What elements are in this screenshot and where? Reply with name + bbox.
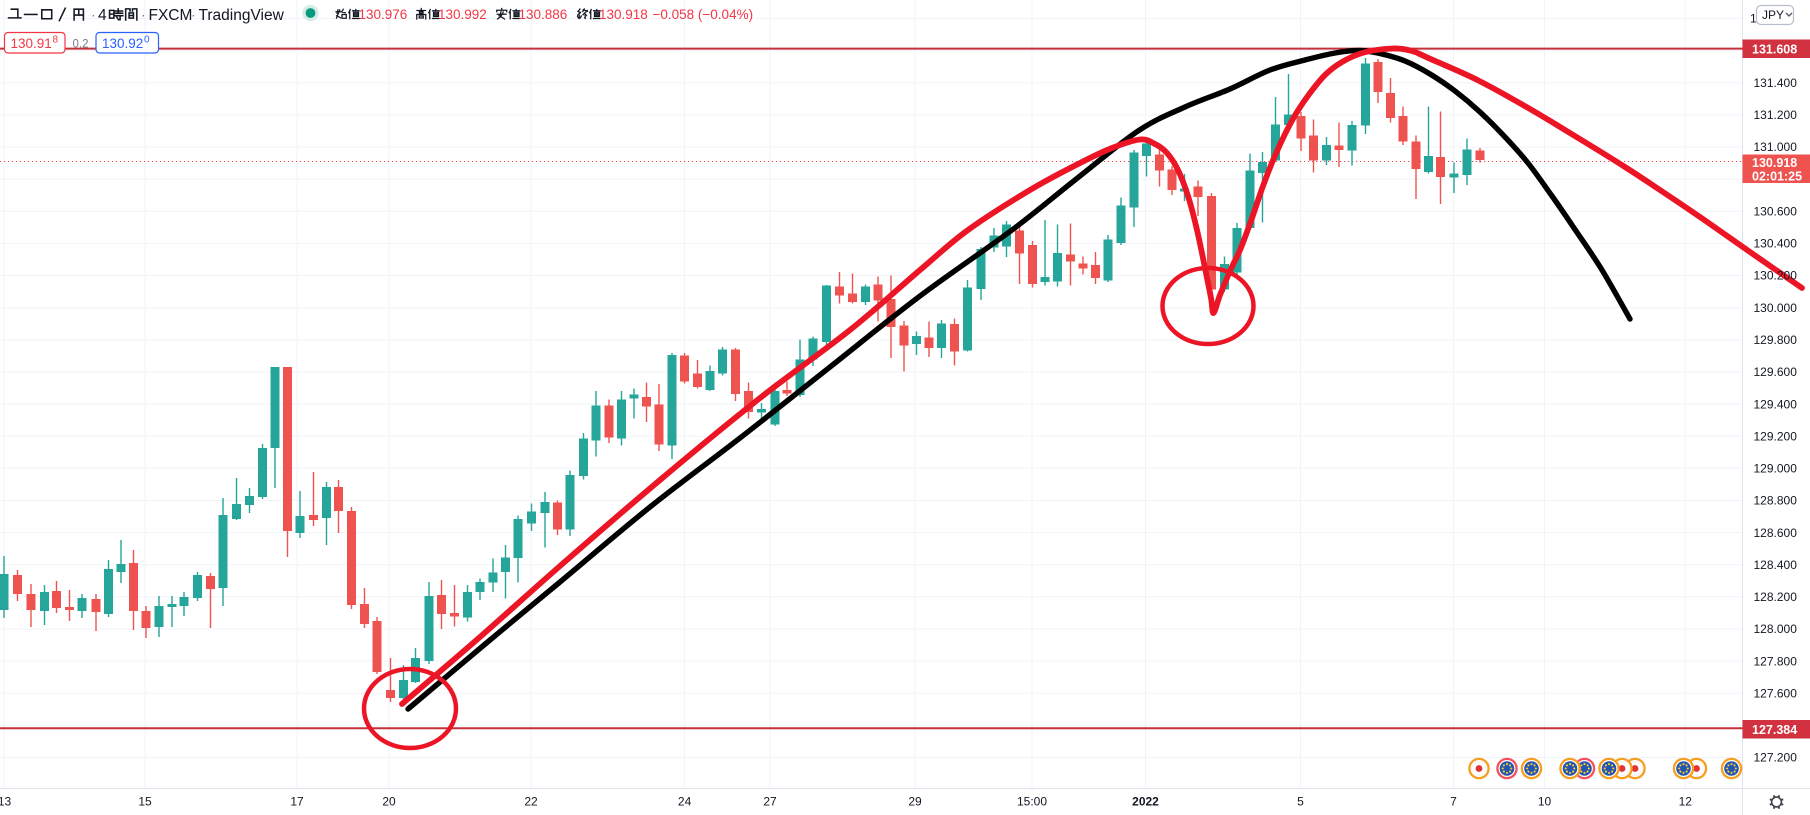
svg-text:129.000: 129.000 — [1754, 462, 1798, 476]
svg-text:·: · — [191, 7, 196, 23]
svg-text:12: 12 — [1679, 795, 1693, 809]
svg-text:8: 8 — [53, 35, 59, 46]
svg-text:130.992: 130.992 — [438, 7, 487, 22]
svg-text:1: 1 — [1750, 12, 1757, 26]
svg-text:13: 13 — [0, 795, 11, 809]
svg-text:27: 27 — [763, 795, 777, 809]
svg-text:130.200: 130.200 — [1754, 269, 1798, 283]
svg-text:130.000: 130.000 — [1754, 301, 1798, 315]
svg-text:10: 10 — [1538, 795, 1552, 809]
svg-text:5: 5 — [1297, 795, 1304, 809]
svg-text:130.92: 130.92 — [102, 36, 143, 51]
svg-text:JPY: JPY — [1762, 8, 1784, 22]
svg-text:20: 20 — [382, 795, 396, 809]
svg-text:2022: 2022 — [1132, 795, 1159, 809]
svg-text:24: 24 — [678, 795, 692, 809]
svg-text:131.200: 131.200 — [1754, 108, 1798, 122]
svg-text:15:00: 15:00 — [1017, 795, 1047, 809]
svg-text:130.976: 130.976 — [359, 7, 408, 22]
svg-text:·: · — [141, 7, 146, 23]
svg-text:TradingView: TradingView — [199, 7, 285, 24]
svg-text:131.608: 131.608 — [1752, 42, 1797, 56]
svg-text:127.384: 127.384 — [1752, 723, 1797, 737]
svg-text:129.200: 129.200 — [1754, 429, 1798, 443]
svg-text:130.91: 130.91 — [11, 36, 52, 51]
svg-text:128.200: 128.200 — [1754, 590, 1798, 604]
svg-text:·: · — [91, 7, 96, 23]
svg-text:02:01:25: 02:01:25 — [1752, 169, 1802, 183]
svg-text:131.400: 131.400 — [1754, 76, 1798, 90]
svg-text:−0.058 (−0.04%): −0.058 (−0.04%) — [653, 7, 754, 22]
svg-text:FXCM: FXCM — [149, 7, 193, 24]
svg-text:15: 15 — [138, 795, 152, 809]
svg-text:129.800: 129.800 — [1754, 333, 1798, 347]
svg-text:4: 4 — [98, 7, 107, 24]
svg-text:29: 29 — [908, 795, 922, 809]
svg-text:128.400: 128.400 — [1754, 558, 1798, 572]
svg-text:129.600: 129.600 — [1754, 365, 1798, 379]
svg-text:17: 17 — [290, 795, 304, 809]
svg-text:130.918: 130.918 — [1752, 156, 1797, 170]
svg-text:127.200: 127.200 — [1754, 751, 1798, 765]
svg-text:127.800: 127.800 — [1754, 654, 1798, 668]
svg-text:130.400: 130.400 — [1754, 237, 1798, 251]
svg-text:7: 7 — [1450, 795, 1457, 809]
svg-text:131.000: 131.000 — [1754, 140, 1798, 154]
svg-text:130.886: 130.886 — [519, 7, 568, 22]
svg-text:128.800: 128.800 — [1754, 494, 1798, 508]
svg-text:0.2: 0.2 — [73, 39, 89, 51]
svg-text:0: 0 — [144, 35, 150, 46]
svg-text:22: 22 — [524, 795, 538, 809]
svg-text:130.918: 130.918 — [599, 7, 648, 22]
svg-text:127.600: 127.600 — [1754, 686, 1798, 700]
svg-text:130.600: 130.600 — [1754, 205, 1798, 219]
svg-text:128.000: 128.000 — [1754, 622, 1798, 636]
svg-text:129.400: 129.400 — [1754, 397, 1798, 411]
svg-text:128.600: 128.600 — [1754, 526, 1798, 540]
